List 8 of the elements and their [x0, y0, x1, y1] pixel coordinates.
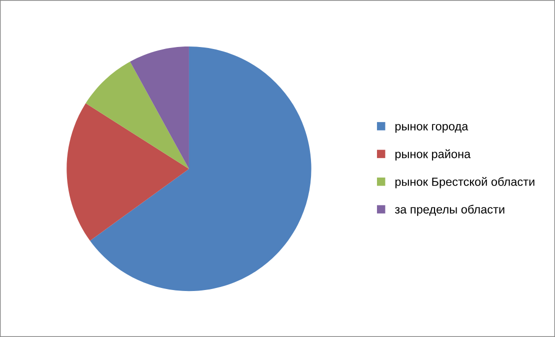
legend-label: за пределы области: [394, 204, 504, 216]
pie-slice: [66, 103, 189, 241]
legend-label: рынок района: [395, 149, 471, 161]
pie-slice: [130, 46, 189, 169]
legend-label: рынок Брестской области: [395, 177, 534, 188]
pie-slice: [86, 62, 189, 169]
legend-label: рынок города: [395, 124, 468, 133]
pie-slice: [90, 46, 312, 292]
